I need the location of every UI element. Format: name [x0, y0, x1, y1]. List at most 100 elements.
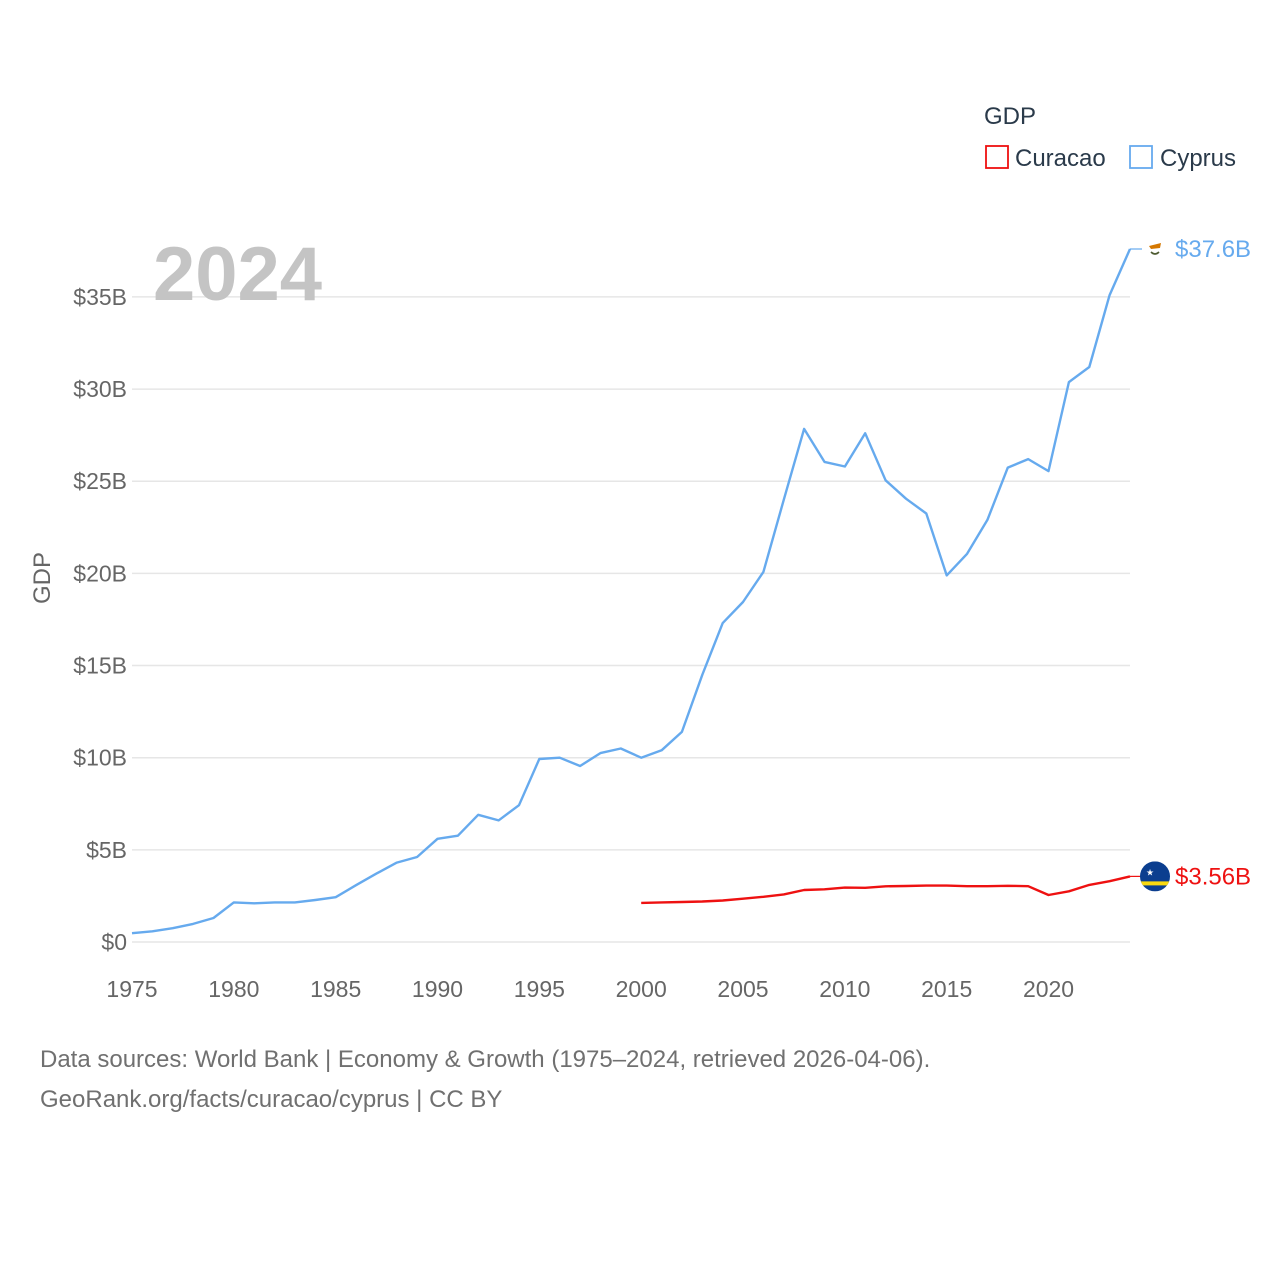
data-point-cyprus[interactable]	[658, 746, 666, 754]
data-point-cyprus[interactable]	[169, 924, 177, 932]
data-point-cyprus[interactable]	[1045, 467, 1053, 475]
source-line-1: Data sources: World Bank | Economy & Gro…	[40, 1046, 931, 1073]
data-point-cyprus[interactable]	[250, 899, 258, 907]
data-point-cyprus[interactable]	[291, 898, 299, 906]
data-point-cyprus[interactable]	[148, 927, 156, 935]
data-point-cyprus[interactable]	[861, 429, 869, 437]
data-point-curacao[interactable]	[902, 882, 910, 890]
data-point-cyprus[interactable]	[332, 893, 340, 901]
data-point-curacao[interactable]	[759, 893, 767, 901]
data-point-cyprus[interactable]	[576, 762, 584, 770]
data-point-curacao[interactable]	[698, 897, 706, 905]
data-point-cyprus[interactable]	[943, 571, 951, 579]
data-point-curacao[interactable]	[1065, 887, 1073, 895]
data-point-cyprus[interactable]	[637, 754, 645, 762]
data-point-cyprus[interactable]	[820, 458, 828, 466]
data-point-curacao[interactable]	[739, 895, 747, 903]
data-point-cyprus[interactable]	[780, 496, 788, 504]
x-tick-label: 2015	[921, 976, 972, 1002]
x-tick-label: 2000	[616, 976, 667, 1002]
data-point-curacao[interactable]	[861, 884, 869, 892]
data-point-cyprus[interactable]	[617, 744, 625, 752]
cyprus-flag-icon	[1146, 240, 1164, 258]
data-point-cyprus[interactable]	[556, 754, 564, 762]
data-point-cyprus[interactable]	[882, 476, 890, 484]
data-point-cyprus[interactable]	[434, 835, 442, 843]
x-axis: 1975 1980 1985 1990 1995 2000 2005 2010 2015 2020	[106, 976, 1074, 1002]
data-point-cyprus[interactable]	[311, 896, 319, 904]
data-point-curacao[interactable]	[943, 882, 951, 890]
data-point-cyprus[interactable]	[1004, 464, 1012, 472]
legend-label-cyprus[interactable]: Cyprus	[1160, 145, 1236, 172]
x-tick-label: 2010	[819, 976, 870, 1002]
data-point-cyprus[interactable]	[454, 832, 462, 840]
data-point-cyprus[interactable]	[922, 509, 930, 517]
data-point-curacao[interactable]	[1045, 891, 1053, 899]
y-tick-label: $35B	[73, 284, 127, 310]
data-point-curacao[interactable]	[1004, 882, 1012, 890]
data-point-curacao[interactable]	[658, 898, 666, 906]
y-tick-label: $0	[101, 929, 127, 955]
data-point-cyprus[interactable]	[1106, 291, 1114, 299]
legend[interactable]: GDP Curacao Cyprus	[984, 103, 1236, 172]
data-point-cyprus[interactable]	[1085, 363, 1093, 371]
legend-swatch-cyprus[interactable]	[1129, 145, 1153, 169]
data-point-curacao[interactable]	[963, 882, 971, 890]
data-point-curacao[interactable]	[637, 899, 645, 907]
end-value-label-cyprus: $37.6B	[1175, 236, 1251, 263]
data-point-cyprus[interactable]	[719, 619, 727, 627]
data-point-cyprus[interactable]	[271, 898, 279, 906]
source-line-2[interactable]: GeoRank.org/facts/curacao/cyprus | CC BY	[40, 1086, 503, 1113]
data-point-curacao[interactable]	[1024, 882, 1032, 890]
data-point-cyprus[interactable]	[698, 671, 706, 679]
data-point-curacao[interactable]	[882, 882, 890, 890]
data-point-curacao[interactable]	[780, 890, 788, 898]
data-point-cyprus[interactable]	[352, 881, 360, 889]
data-point-cyprus[interactable]	[596, 749, 604, 757]
legend-swatch-curacao[interactable]	[985, 145, 1009, 169]
x-tick-label: 2020	[1023, 976, 1074, 1002]
data-point-cyprus[interactable]	[189, 920, 197, 928]
data-point-cyprus[interactable]	[963, 550, 971, 558]
data-point-cyprus[interactable]	[515, 801, 523, 809]
data-point-cyprus[interactable]	[495, 816, 503, 824]
data-point-curacao[interactable]	[820, 885, 828, 893]
series-line-cyprus[interactable]	[131, 248, 1132, 935]
data-point-cyprus[interactable]	[678, 728, 686, 736]
data-point-cyprus[interactable]	[759, 568, 767, 576]
data-point-curacao[interactable]	[1085, 881, 1093, 889]
data-point-cyprus[interactable]	[393, 859, 401, 867]
data-point-curacao[interactable]	[841, 884, 849, 892]
data-point-cyprus[interactable]	[739, 598, 747, 606]
data-point-curacao[interactable]	[922, 882, 930, 890]
series-lines	[128, 248, 1132, 937]
gridlines	[132, 296, 1130, 943]
data-point-curacao[interactable]	[983, 882, 991, 890]
end-value-label-curacao: $3.56B	[1175, 863, 1251, 890]
data-point-cyprus[interactable]	[1024, 455, 1032, 463]
data-point-curacao[interactable]	[719, 897, 727, 905]
data-point-cyprus[interactable]	[128, 929, 136, 937]
data-point-cyprus[interactable]	[372, 870, 380, 878]
data-point-curacao[interactable]	[1106, 877, 1114, 885]
data-point-cyprus[interactable]	[800, 425, 808, 433]
data-point-cyprus[interactable]	[983, 516, 991, 524]
data-point-cyprus[interactable]	[209, 914, 217, 922]
legend-title: GDP	[984, 103, 1036, 130]
curacao-flag-icon: ★	[1140, 861, 1170, 892]
data-point-curacao[interactable]	[678, 898, 686, 906]
data-point-cyprus[interactable]	[535, 755, 543, 763]
data-point-cyprus[interactable]	[902, 495, 910, 503]
data-point-cyprus[interactable]	[413, 853, 421, 861]
data-point-cyprus[interactable]	[1065, 378, 1073, 386]
gdp-line-chart: $0$5B$10B$15B$20B$25B$30B$35B 1975 1980 19…	[29, 103, 1251, 1002]
data-point-cyprus[interactable]	[230, 898, 238, 906]
x-tick-label: 1990	[412, 976, 463, 1002]
x-tick-label: 2005	[717, 976, 768, 1002]
data-point-cyprus[interactable]	[474, 811, 482, 819]
x-tick-label: 1985	[310, 976, 361, 1002]
data-point-curacao[interactable]	[800, 886, 808, 894]
legend-label-curacao[interactable]: Curacao	[1015, 145, 1106, 172]
data-point-cyprus[interactable]	[841, 462, 849, 470]
series-line-curacao[interactable]	[641, 875, 1131, 905]
